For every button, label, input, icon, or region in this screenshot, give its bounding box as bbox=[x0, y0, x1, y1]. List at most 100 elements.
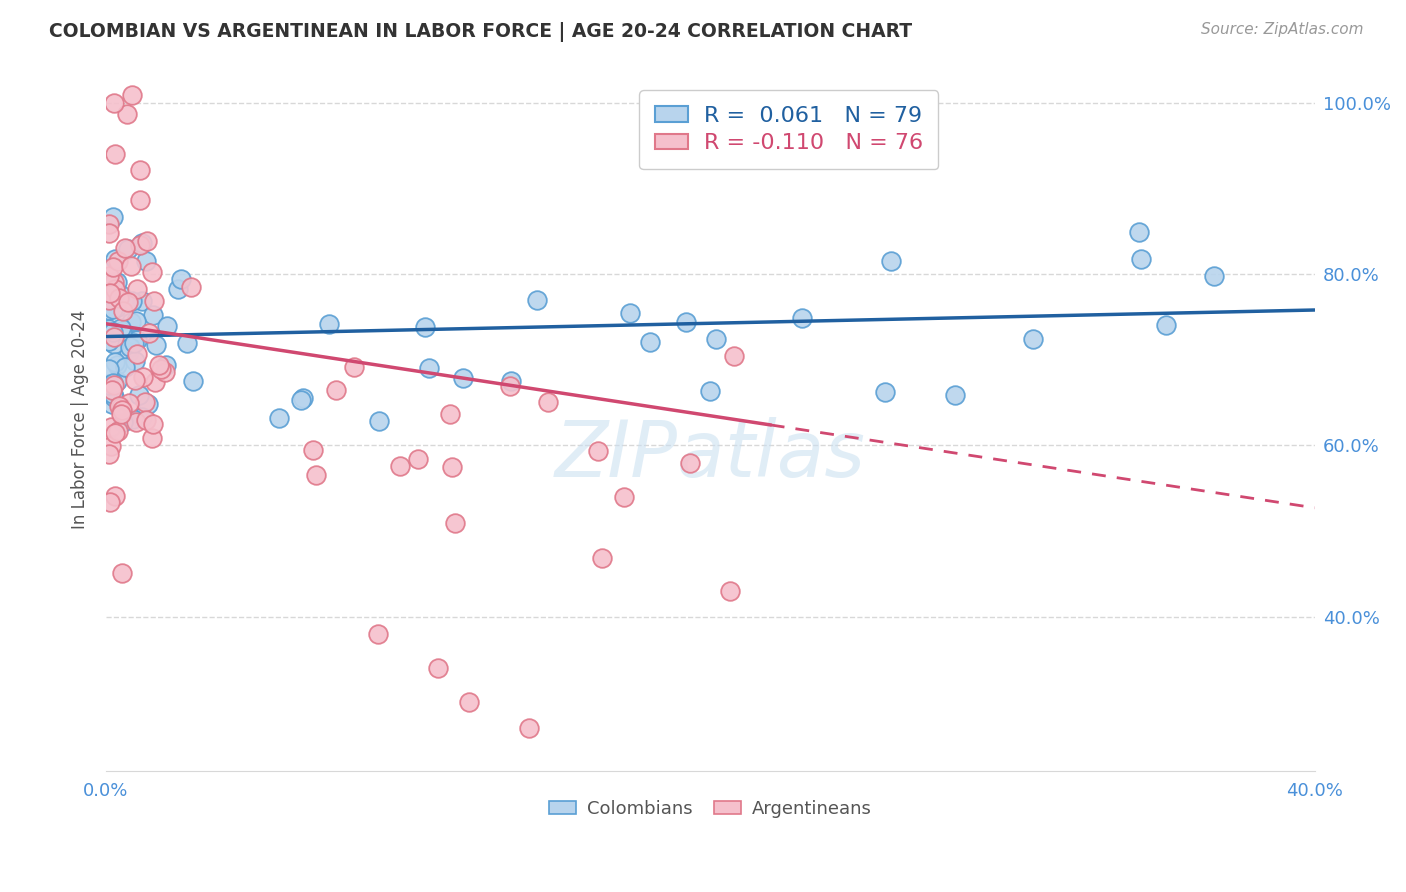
Point bbox=[1021, 332, 1043, 346]
Point bbox=[104, 354, 127, 368]
Point bbox=[97, 292, 120, 306]
Point bbox=[105, 301, 128, 315]
Point bbox=[131, 293, 153, 308]
Point bbox=[125, 334, 148, 348]
Point bbox=[145, 338, 167, 352]
Point bbox=[118, 340, 141, 354]
Point bbox=[111, 566, 134, 581]
Point bbox=[101, 326, 124, 340]
Point bbox=[98, 285, 121, 300]
Legend: Colombians, Argentineans: Colombians, Argentineans bbox=[541, 792, 879, 825]
Point bbox=[128, 388, 150, 402]
Point bbox=[97, 321, 120, 335]
Point bbox=[142, 417, 165, 432]
Point bbox=[121, 293, 143, 308]
Y-axis label: In Labor Force | Age 20-24: In Labor Force | Age 20-24 bbox=[72, 310, 89, 529]
Point bbox=[291, 391, 314, 405]
Point bbox=[136, 397, 159, 411]
Point bbox=[97, 278, 120, 293]
Point bbox=[112, 303, 135, 318]
Point bbox=[440, 459, 463, 474]
Point bbox=[132, 370, 155, 384]
Point bbox=[97, 334, 120, 348]
Point bbox=[536, 394, 558, 409]
Point bbox=[103, 275, 125, 289]
Point bbox=[124, 373, 146, 387]
Point bbox=[302, 442, 325, 457]
Point bbox=[125, 347, 148, 361]
Point bbox=[97, 281, 120, 295]
Text: COLOMBIAN VS ARGENTINEAN IN LABOR FORCE | AGE 20-24 CORRELATION CHART: COLOMBIAN VS ARGENTINEAN IN LABOR FORCE … bbox=[49, 22, 912, 42]
Point bbox=[148, 358, 170, 372]
Point bbox=[97, 376, 120, 391]
Point bbox=[499, 379, 522, 393]
Point bbox=[180, 280, 202, 294]
Point bbox=[613, 490, 636, 504]
Point bbox=[679, 456, 702, 470]
Point bbox=[105, 358, 128, 372]
Point bbox=[406, 451, 429, 466]
Point bbox=[638, 335, 661, 350]
Point bbox=[107, 254, 129, 268]
Point bbox=[101, 397, 124, 411]
Point bbox=[97, 268, 120, 283]
Point bbox=[368, 414, 391, 428]
Point bbox=[104, 147, 127, 161]
Point bbox=[114, 241, 136, 255]
Point bbox=[170, 272, 193, 286]
Point bbox=[457, 695, 479, 709]
Point bbox=[153, 365, 176, 379]
Point bbox=[305, 468, 328, 483]
Point bbox=[124, 354, 146, 368]
Point bbox=[318, 317, 340, 331]
Point bbox=[367, 626, 389, 640]
Point bbox=[427, 661, 450, 675]
Text: ZIPatlas: ZIPatlas bbox=[555, 417, 866, 492]
Point bbox=[125, 415, 148, 429]
Point bbox=[129, 194, 152, 208]
Point bbox=[121, 88, 143, 103]
Point bbox=[142, 308, 165, 322]
Point bbox=[101, 325, 124, 339]
Point bbox=[155, 319, 177, 334]
Point bbox=[110, 407, 132, 421]
Point bbox=[135, 254, 157, 268]
Point bbox=[100, 438, 122, 452]
Point bbox=[125, 314, 148, 328]
Point bbox=[880, 254, 903, 268]
Point bbox=[343, 359, 366, 374]
Point bbox=[143, 376, 166, 390]
Point bbox=[1129, 252, 1152, 266]
Point bbox=[107, 291, 129, 305]
Point bbox=[451, 371, 474, 385]
Point bbox=[117, 242, 139, 256]
Point bbox=[120, 315, 142, 329]
Point bbox=[499, 374, 522, 388]
Point bbox=[181, 374, 204, 388]
Point bbox=[127, 282, 149, 296]
Point bbox=[699, 384, 721, 398]
Point bbox=[718, 583, 741, 598]
Point bbox=[1202, 268, 1225, 283]
Point bbox=[97, 447, 120, 461]
Point bbox=[103, 260, 125, 275]
Point bbox=[110, 320, 132, 334]
Point bbox=[101, 211, 124, 225]
Point bbox=[101, 383, 124, 397]
Point bbox=[107, 399, 129, 413]
Point bbox=[97, 376, 120, 391]
Point bbox=[131, 409, 153, 424]
Point bbox=[723, 349, 745, 363]
Point bbox=[517, 721, 540, 735]
Point bbox=[97, 326, 120, 341]
Point bbox=[413, 320, 436, 334]
Point bbox=[167, 282, 190, 296]
Point bbox=[97, 218, 120, 232]
Point bbox=[619, 306, 641, 320]
Point bbox=[104, 282, 127, 296]
Point bbox=[101, 376, 124, 391]
Point bbox=[439, 407, 461, 421]
Point bbox=[675, 315, 697, 329]
Point bbox=[107, 424, 129, 438]
Text: Source: ZipAtlas.com: Source: ZipAtlas.com bbox=[1201, 22, 1364, 37]
